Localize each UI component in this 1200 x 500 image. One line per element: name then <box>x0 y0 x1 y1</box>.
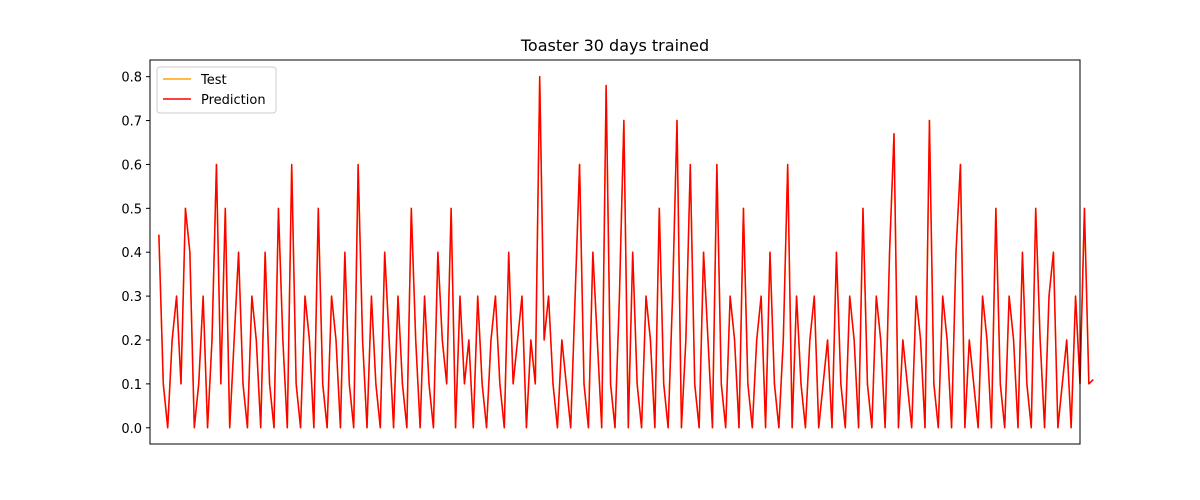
plot-area <box>158 75 1094 429</box>
series-line-prediction <box>158 75 1094 429</box>
y-tick-label: 0.5 <box>121 202 142 217</box>
y-tick-label: 0.8 <box>121 71 142 86</box>
legend-label-prediction: Prediction <box>201 93 266 108</box>
y-tick-label: 0.2 <box>121 334 142 349</box>
y-tick-label: 0.1 <box>121 378 142 393</box>
legend: Test Prediction <box>156 66 277 114</box>
y-tick-label: 0.4 <box>121 246 142 261</box>
y-tick-label: 0.6 <box>121 158 142 173</box>
y-axis: 0.0 0.1 0.2 0.3 0.4 0.5 0.6 0.7 0.8 <box>121 71 150 437</box>
y-tick-label: 0.0 <box>121 422 142 437</box>
y-tick-label: 0.3 <box>121 290 142 305</box>
plot-frame <box>149 59 1081 445</box>
legend-label-test: Test <box>200 73 227 88</box>
y-tick-label: 0.7 <box>121 115 142 130</box>
chart-title: Toaster 30 days trained <box>520 36 709 55</box>
